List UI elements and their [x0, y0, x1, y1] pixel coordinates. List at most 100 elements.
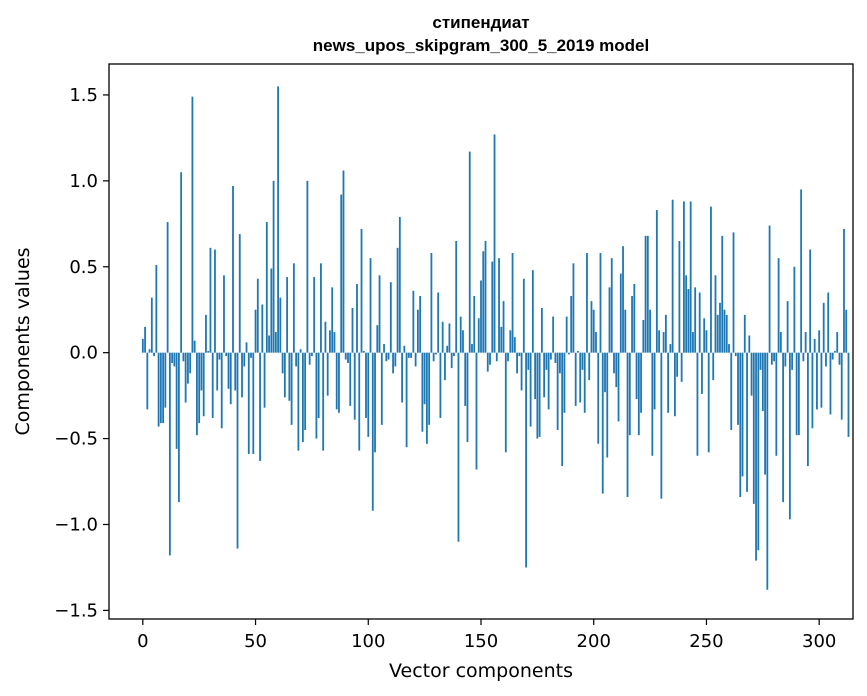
bar-component-171 — [527, 352, 530, 370]
bar-component-37 — [225, 352, 228, 357]
bar-component-193 — [577, 350, 579, 353]
bar-component-109 — [387, 352, 390, 360]
bar-component-75 — [311, 352, 313, 357]
bar-component-273 — [757, 352, 760, 551]
bar-component-174 — [534, 352, 537, 400]
bar-component-53 — [261, 304, 264, 353]
bar-component-14 — [173, 352, 176, 367]
bar-component-296 — [809, 249, 812, 353]
bar-component-36 — [223, 275, 225, 353]
bar-component-175 — [536, 352, 539, 439]
bar-component-82 — [326, 352, 329, 396]
bar-component-96 — [358, 352, 361, 451]
bar-component-101 — [369, 258, 372, 353]
bar-component-300 — [818, 330, 821, 353]
bar-component-41 — [234, 352, 237, 391]
bar-component-196 — [583, 352, 586, 413]
bar-component-154 — [489, 352, 491, 365]
bar-component-188 — [565, 316, 568, 353]
bar-component-303 — [825, 352, 827, 367]
bar-component-7 — [157, 352, 160, 427]
bar-component-34 — [218, 352, 221, 360]
bar-component-206 — [606, 352, 609, 458]
bar-component-47 — [247, 352, 250, 455]
bar-component-113 — [396, 247, 399, 353]
bar-component-87 — [338, 352, 340, 413]
bar-component-227 — [653, 352, 656, 410]
bar-component-72 — [304, 352, 307, 430]
bar-component-48 — [250, 352, 252, 358]
bar-component-192 — [574, 352, 577, 406]
bar-component-302 — [822, 302, 825, 353]
bar-component-133 — [441, 321, 444, 353]
bar-component-17 — [180, 172, 183, 353]
bar-component-123 — [419, 295, 422, 353]
bar-component-203 — [599, 253, 602, 353]
bar-component-281 — [775, 352, 778, 456]
bar-component-181 — [549, 352, 552, 360]
bar-component-90 — [344, 352, 347, 360]
bar-component-195 — [581, 352, 584, 370]
bar-component-50 — [254, 309, 257, 353]
bar-component-62 — [281, 352, 284, 374]
bar-component-99 — [365, 352, 367, 418]
bar-component-98 — [362, 350, 365, 353]
bar-component-152 — [484, 240, 487, 353]
bar-component-119 — [410, 352, 413, 358]
bar-component-124 — [421, 352, 424, 432]
bar-component-104 — [376, 325, 379, 353]
bar-component-231 — [662, 332, 665, 353]
bar-component-102 — [371, 352, 374, 511]
bar-component-214 — [624, 309, 627, 353]
bar-component-38 — [227, 352, 230, 389]
bar-component-27 — [202, 352, 205, 417]
bar-component-78 — [317, 352, 320, 418]
bar-component-22 — [191, 96, 194, 353]
bar-component-263 — [734, 352, 737, 357]
bar-component-132 — [439, 352, 442, 418]
y-tick-label: −0.5 — [54, 429, 98, 450]
bar-component-256 — [719, 302, 721, 353]
bar-component-150 — [480, 280, 482, 353]
bar-component-202 — [597, 352, 600, 444]
bar-component-169 — [522, 278, 525, 353]
bar-component-167 — [518, 352, 521, 357]
bar-component-105 — [378, 275, 381, 353]
bar-component-63 — [283, 352, 286, 398]
bar-component-42 — [236, 352, 239, 549]
bar-component-49 — [252, 352, 255, 455]
bar-component-52 — [259, 352, 261, 461]
bar-component-59 — [274, 332, 277, 353]
bar-component-173 — [531, 270, 534, 353]
bar-component-288 — [791, 352, 794, 370]
bar-component-115 — [401, 352, 403, 403]
bar-component-45 — [243, 352, 246, 367]
bar-component-254 — [714, 275, 717, 353]
bar-component-100 — [367, 352, 370, 437]
bar-component-308 — [836, 332, 839, 353]
bar-component-153 — [486, 352, 489, 372]
bar-component-184 — [556, 352, 559, 430]
bar-component-289 — [793, 266, 796, 353]
bar-component-61 — [279, 297, 282, 353]
bar-component-264 — [737, 352, 739, 425]
bar-component-112 — [394, 352, 397, 367]
bar-component-1 — [144, 326, 146, 353]
bar-component-166 — [516, 352, 518, 374]
bar-component-5 — [153, 352, 155, 357]
bar-component-136 — [448, 323, 451, 353]
bar-component-248 — [701, 352, 703, 394]
bar-component-307 — [834, 350, 836, 353]
bar-component-212 — [619, 273, 622, 353]
bar-component-291 — [797, 352, 800, 436]
bar-component-43 — [238, 234, 241, 353]
bar-component-208 — [610, 258, 613, 353]
bar-component-200 — [592, 309, 595, 353]
bar-component-97 — [360, 228, 363, 353]
bar-component-116 — [403, 345, 406, 353]
bar-component-257 — [721, 235, 724, 353]
bar-component-146 — [471, 344, 473, 353]
bar-component-177 — [540, 307, 543, 353]
bar-component-250 — [705, 330, 708, 353]
bar-component-221 — [640, 352, 642, 413]
